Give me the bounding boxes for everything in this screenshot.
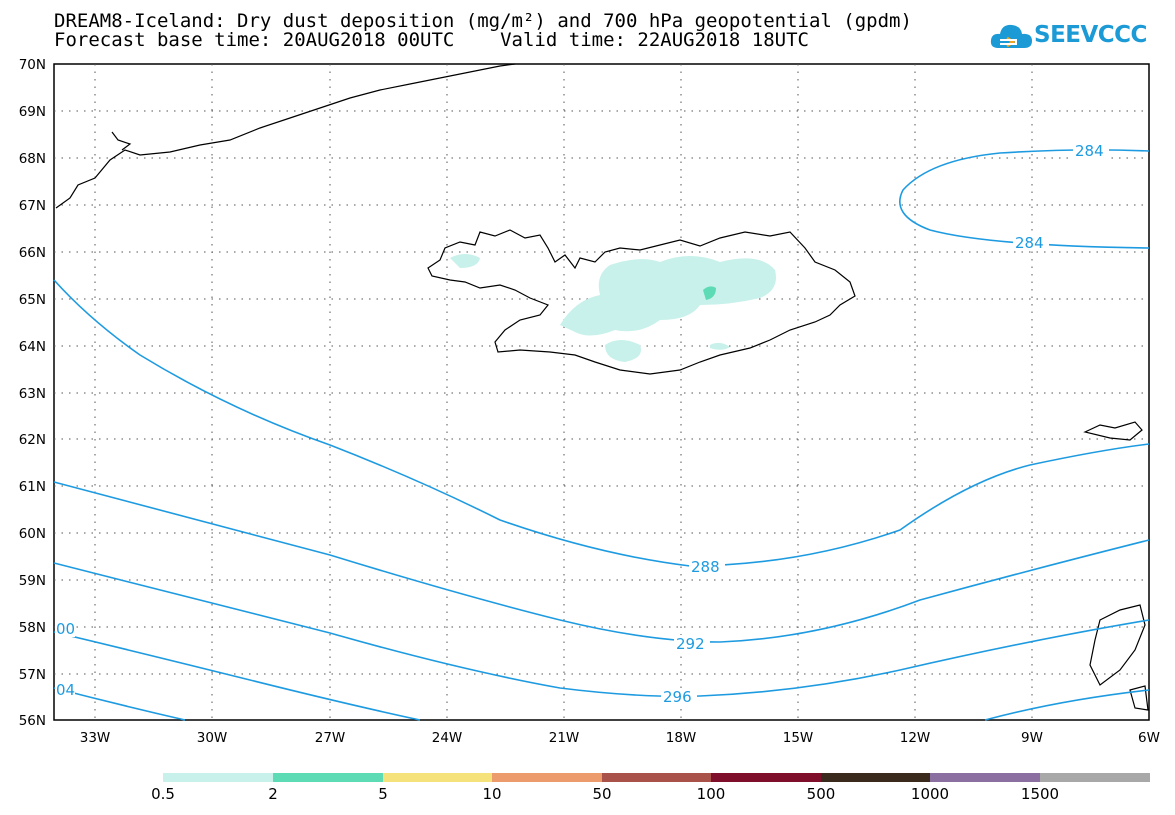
- colorbar-label: 1500: [1020, 785, 1060, 803]
- lat-label: 64N: [19, 339, 46, 355]
- colorbar-segment: [930, 773, 1040, 782]
- colorbar-segment: [711, 773, 821, 782]
- colorbar-label: 10: [482, 785, 502, 803]
- dust-deposition-shading: [450, 254, 776, 362]
- contour-label: 288: [691, 558, 720, 576]
- colorbar-segment: [602, 773, 711, 782]
- colorbar-label: 100: [696, 785, 726, 803]
- colorbar-segment: [1040, 773, 1150, 782]
- longitude-labels: 33W 30W 27W 24W 21W 18W 15W 12W 9W 6W: [80, 730, 1160, 746]
- lon-label: 30W: [197, 730, 228, 746]
- seevccc-logo: SEEVCCC: [990, 20, 1147, 58]
- lat-label: 65N: [19, 292, 46, 308]
- lat-label: 59N: [19, 573, 46, 589]
- contour-label: 284: [1075, 142, 1104, 160]
- lon-label: 6W: [1138, 730, 1160, 746]
- colorbar-segment: [163, 773, 273, 782]
- lon-label: 24W: [432, 730, 463, 746]
- lat-label: 60N: [19, 526, 46, 542]
- lat-label: 57N: [19, 667, 46, 683]
- lat-label: 63N: [19, 386, 46, 402]
- colorbar-segment: [492, 773, 602, 782]
- lon-label: 18W: [666, 730, 697, 746]
- map-frame: [53, 63, 1150, 721]
- lat-label: 69N: [19, 104, 46, 120]
- lon-label: 27W: [315, 730, 346, 746]
- colorbar-segment: [821, 773, 930, 782]
- lat-label: 66N: [19, 245, 46, 261]
- logo-text: SEEVCCC: [1034, 22, 1147, 48]
- lon-label: 12W: [900, 730, 931, 746]
- lat-label: 61N: [19, 479, 46, 495]
- lat-label: 70N: [19, 57, 46, 73]
- contour-label: 04: [56, 681, 75, 699]
- colorbar-label: 1000: [910, 785, 950, 803]
- lat-label: 68N: [19, 151, 46, 167]
- lat-label: 56N: [19, 713, 46, 729]
- contour-label: 284: [1015, 234, 1044, 252]
- colorbar-label: 0.5: [151, 785, 175, 803]
- lat-label: 62N: [19, 432, 46, 448]
- contour-label: 296: [663, 688, 692, 706]
- colorbar-segment: [273, 773, 383, 782]
- colorbar-segment: [383, 773, 492, 782]
- lon-label: 9W: [1021, 730, 1043, 746]
- lon-label: 21W: [549, 730, 580, 746]
- colorbar-label: 5: [378, 785, 388, 803]
- lat-label: 58N: [19, 620, 46, 636]
- coastlines: [55, 63, 1149, 711]
- lon-label: 33W: [80, 730, 111, 746]
- colorbar-label: 500: [806, 785, 836, 803]
- colorbar-label: 50: [592, 785, 612, 803]
- colorbar-label: 2: [268, 785, 278, 803]
- map-title: DREAM8-Iceland: Dry dust deposition (mg/…: [54, 10, 912, 32]
- contour-labels: 284 284 288 292 296 00 04: [55, 142, 1109, 706]
- contour-label: 00: [56, 620, 75, 638]
- cloud-icon: [990, 24, 1032, 48]
- lon-label: 15W: [783, 730, 814, 746]
- geopotential-contours: [53, 149, 1150, 721]
- contour-label: 292: [676, 635, 705, 653]
- lat-label: 67N: [19, 198, 46, 214]
- map-subtitle: Forecast base time: 20AUG2018 00UTC Vali…: [54, 29, 809, 51]
- latitude-labels: 70N 69N 68N 67N 66N 65N 64N 63N 62N 61N …: [19, 57, 46, 729]
